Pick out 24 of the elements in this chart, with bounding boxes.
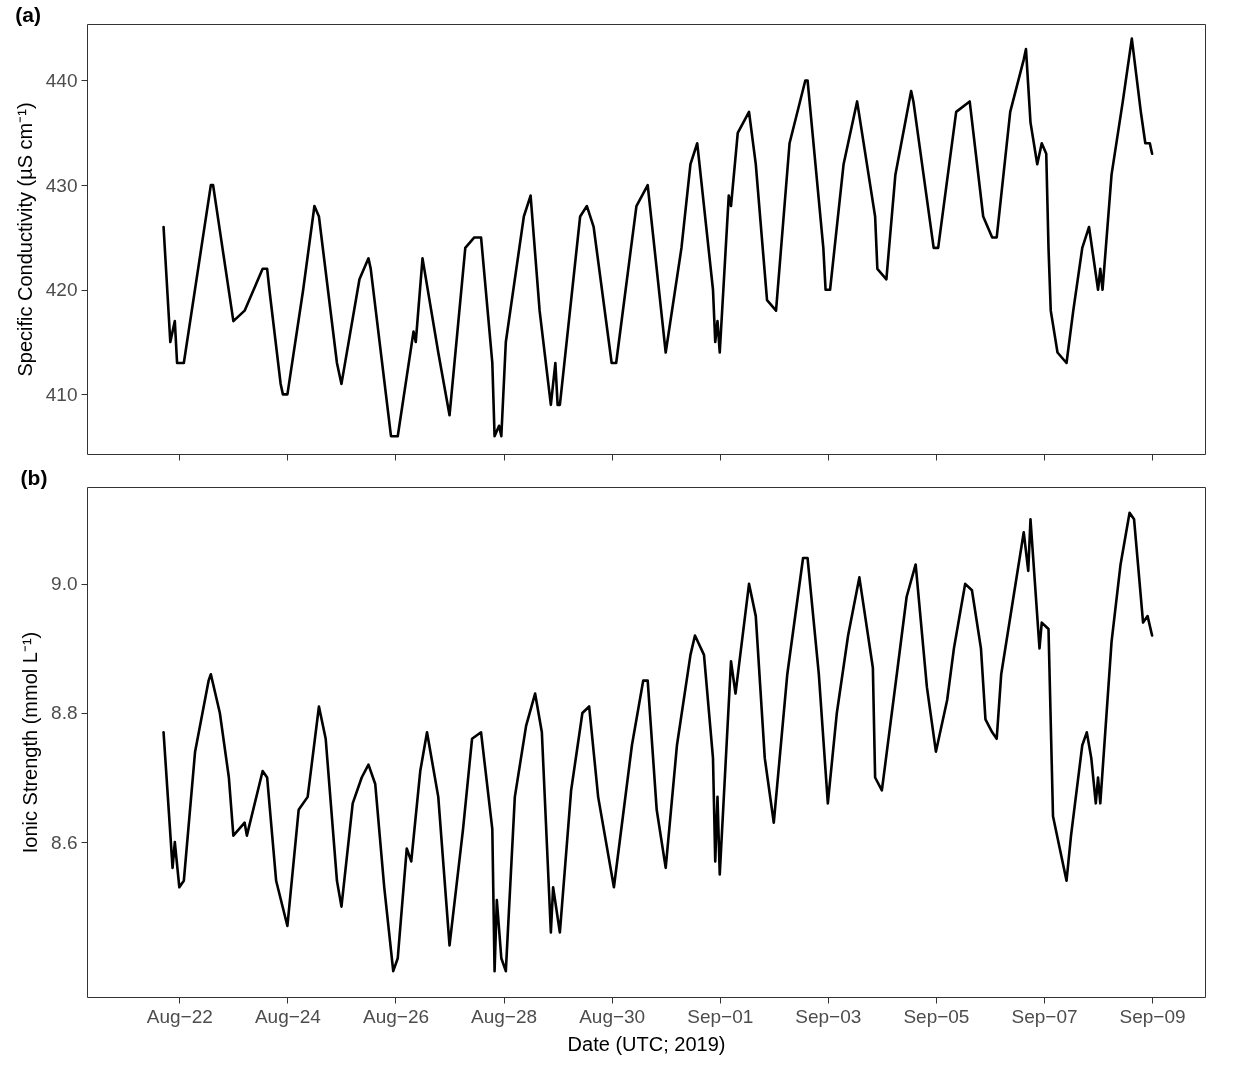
y-tick-label: 420 bbox=[45, 279, 78, 301]
x-tick-label: Aug−26 bbox=[362, 1005, 430, 1027]
y-tick-label: 440 bbox=[45, 70, 78, 91]
x-tick-label: Aug−22 bbox=[146, 1005, 213, 1027]
x-tick-label: Sep−01 bbox=[687, 1005, 754, 1027]
chart-title: (b) bbox=[20, 466, 48, 489]
x-tick-label: Aug−30 bbox=[579, 1005, 646, 1027]
x-tick-label: Sep−03 bbox=[795, 1005, 862, 1027]
x-axis-title: Date (UTC; 2019) bbox=[567, 1032, 726, 1055]
x-tick-label: Aug−24 bbox=[254, 1005, 322, 1027]
x-tick-label: Sep−05 bbox=[903, 1005, 970, 1027]
chart-title: (a) bbox=[15, 3, 41, 26]
x-tick-label: Aug−28 bbox=[471, 1005, 538, 1027]
y-tick-label: 8.8 bbox=[51, 702, 78, 724]
line-series bbox=[162, 37, 1154, 438]
y-axis-title: Ionic Strength (mmol L⁻¹) bbox=[19, 631, 42, 854]
y-axis-title: Specific Conductivity (µS cm⁻¹) bbox=[13, 102, 36, 377]
y-tick-label: 8.6 bbox=[51, 831, 78, 853]
y-tick-label: 9.0 bbox=[51, 573, 78, 595]
y-tick-label: 430 bbox=[45, 174, 78, 196]
line-series bbox=[162, 511, 1154, 973]
x-tick-label: Sep−07 bbox=[1011, 1005, 1078, 1027]
x-tick-label: Sep−09 bbox=[1119, 1005, 1186, 1027]
y-tick-label: 410 bbox=[45, 383, 78, 405]
